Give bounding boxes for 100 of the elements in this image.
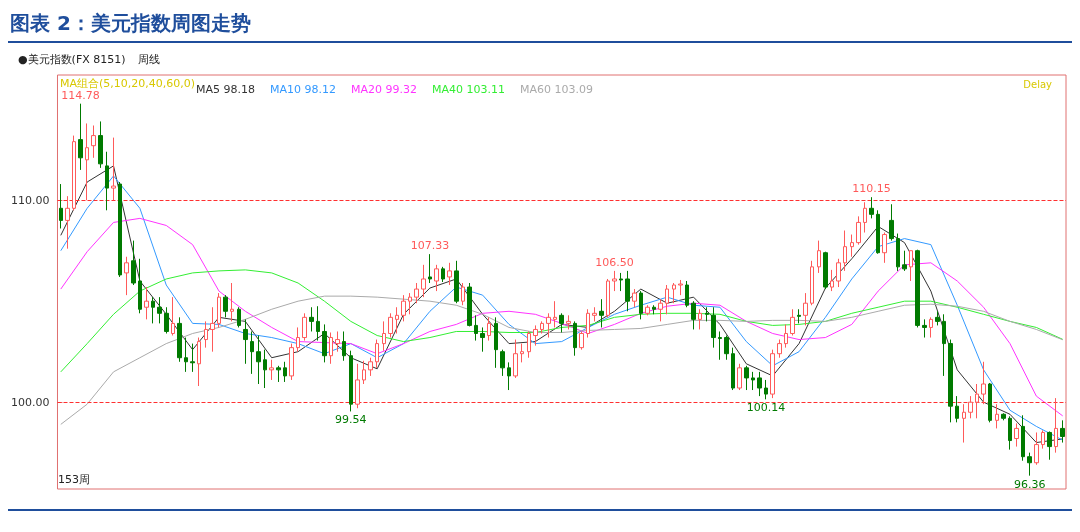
annotation: 114.78 xyxy=(61,88,100,102)
candlestick xyxy=(705,306,709,322)
line-series xyxy=(60,217,1064,417)
candlestick xyxy=(553,300,557,328)
candlestick xyxy=(263,349,267,389)
candlestick xyxy=(138,258,142,314)
candlestick xyxy=(810,260,814,306)
candlestick xyxy=(942,313,946,377)
candlestick xyxy=(784,323,788,349)
candlestick xyxy=(283,361,287,383)
candlestick xyxy=(685,280,689,308)
candlestick xyxy=(744,365,749,391)
candlestick xyxy=(256,335,261,385)
candlestick xyxy=(428,253,432,284)
candlestick xyxy=(329,331,333,365)
candlestick xyxy=(401,294,406,322)
candlestick xyxy=(151,296,155,324)
candlestick xyxy=(362,360,366,385)
candlestick xyxy=(171,296,175,337)
line-series xyxy=(60,295,1064,425)
annotation: 106.50 xyxy=(595,255,634,269)
candlestick xyxy=(447,262,452,286)
candlestick xyxy=(619,272,623,292)
candlestick xyxy=(678,279,683,296)
candlestick xyxy=(856,215,861,246)
candlestick xyxy=(777,339,782,359)
candlestick xyxy=(915,249,920,328)
candlestick xyxy=(105,151,109,211)
candlestick xyxy=(1034,431,1039,466)
candlestick xyxy=(65,195,70,250)
candlestick xyxy=(790,308,795,337)
candlestick xyxy=(124,256,129,296)
candlestick xyxy=(78,103,83,171)
annotation: Delay xyxy=(1023,78,1053,90)
candlestick xyxy=(995,403,999,429)
candlestick xyxy=(500,349,505,377)
candlestick xyxy=(322,323,327,363)
candlestick xyxy=(672,282,676,304)
candlestick xyxy=(250,330,254,375)
candlestick xyxy=(843,230,847,272)
text: 周线 xyxy=(138,53,160,66)
candlestick xyxy=(289,343,294,381)
candlestick xyxy=(718,330,722,361)
candlestick xyxy=(204,320,208,349)
candlestick xyxy=(632,288,637,308)
annotation: 153周 xyxy=(58,473,90,486)
candlestick xyxy=(869,196,874,219)
candlestick xyxy=(988,382,992,423)
candlestick xyxy=(184,337,188,373)
text: ●美元指数(FX 8151) xyxy=(18,53,126,66)
candlestick xyxy=(724,335,729,361)
candlestick xyxy=(474,314,478,342)
candlestick xyxy=(1060,419,1065,444)
candlestick xyxy=(968,395,973,419)
text: MA60 103.09 xyxy=(520,82,593,96)
candlestick xyxy=(850,234,854,258)
candlestick xyxy=(91,124,96,159)
candlestick xyxy=(836,258,841,288)
candlestick xyxy=(335,330,340,353)
candlestick xyxy=(803,292,808,326)
candlestick xyxy=(830,269,834,292)
candlestick xyxy=(935,310,940,326)
candlestick xyxy=(309,306,314,332)
candlestick xyxy=(388,312,393,339)
candlestick xyxy=(118,181,122,278)
text: MA40 103.11 xyxy=(432,82,505,96)
candlestick xyxy=(461,282,465,306)
candlestick xyxy=(639,290,643,320)
candlestick xyxy=(533,324,538,347)
candlestick xyxy=(658,298,663,322)
candlestick xyxy=(546,312,551,339)
candlestick xyxy=(665,284,669,315)
candlestick xyxy=(817,240,821,274)
y-tick-label: 100.00 xyxy=(10,395,50,409)
candlestick xyxy=(210,306,215,353)
candlestick xyxy=(1021,414,1025,462)
candlestick xyxy=(223,294,228,318)
candlestick xyxy=(711,306,716,349)
candlestick xyxy=(955,395,959,423)
candlestick xyxy=(98,120,103,169)
candlestick xyxy=(586,308,590,339)
candlestick xyxy=(408,292,412,315)
annotation: 100.14 xyxy=(746,401,786,415)
candlestick xyxy=(85,122,89,201)
candlestick xyxy=(441,266,445,283)
candlestick xyxy=(190,343,195,373)
candlestick xyxy=(975,383,979,419)
candlestick xyxy=(131,240,136,286)
candlestick xyxy=(1001,412,1006,421)
candlestick xyxy=(737,363,742,391)
candlestick xyxy=(395,306,399,334)
candlestick xyxy=(764,379,768,400)
candlestick xyxy=(527,330,531,359)
candlestick xyxy=(480,326,485,353)
candlestick xyxy=(197,337,201,387)
candlestick xyxy=(981,361,986,405)
candlestick xyxy=(243,318,248,365)
candlestick xyxy=(579,330,584,351)
candlestick xyxy=(1008,415,1012,451)
y-tick-label: 110.00 xyxy=(10,193,50,207)
